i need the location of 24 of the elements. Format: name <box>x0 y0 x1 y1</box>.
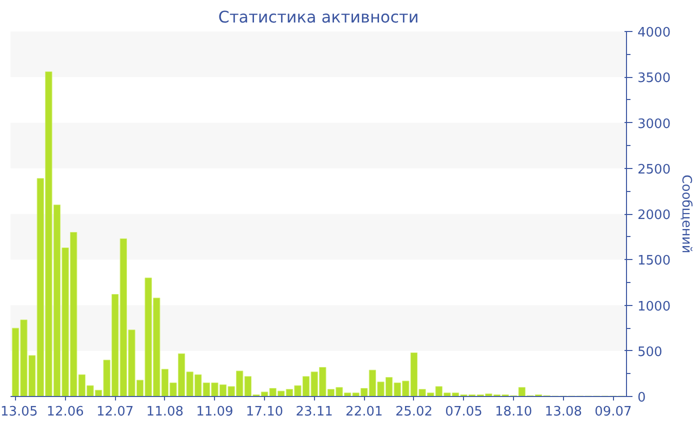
x-tick-label: 07.05 <box>445 404 482 420</box>
x-tick-label: 25.02 <box>395 404 433 420</box>
x-tick-label: 23.11 <box>296 404 333 420</box>
x-tick-label: 12.07 <box>96 404 134 420</box>
y-tick-label: 3500 <box>638 71 671 86</box>
x-tick-label: 11.08 <box>146 404 184 420</box>
y-tick-label: 3000 <box>638 116 671 132</box>
x-tick-label: 11.09 <box>196 404 234 420</box>
x-tick-label: 18.10 <box>494 404 532 420</box>
x-tick-label: 22.01 <box>346 404 383 420</box>
y-tick-label: 0 <box>638 390 646 406</box>
chart-title: Статистика активности <box>218 8 419 26</box>
x-tick-label: 09.07 <box>594 404 632 420</box>
y-tick-label: 500 <box>638 344 662 360</box>
y-axis-title: Сообщений <box>678 174 694 254</box>
y-tick-label: 2000 <box>638 208 671 223</box>
y-tick-label: 1500 <box>638 254 671 269</box>
x-tick-label: 17.10 <box>246 404 284 420</box>
x-tick-label: 13.08 <box>544 404 582 420</box>
y-tick-label: 2500 <box>638 162 671 178</box>
y-tick-label: 1000 <box>638 299 671 314</box>
x-tick-label: 13.05 <box>0 404 38 420</box>
y-tick-label: 4000 <box>638 26 671 40</box>
x-tick-label: 12.06 <box>46 404 84 420</box>
